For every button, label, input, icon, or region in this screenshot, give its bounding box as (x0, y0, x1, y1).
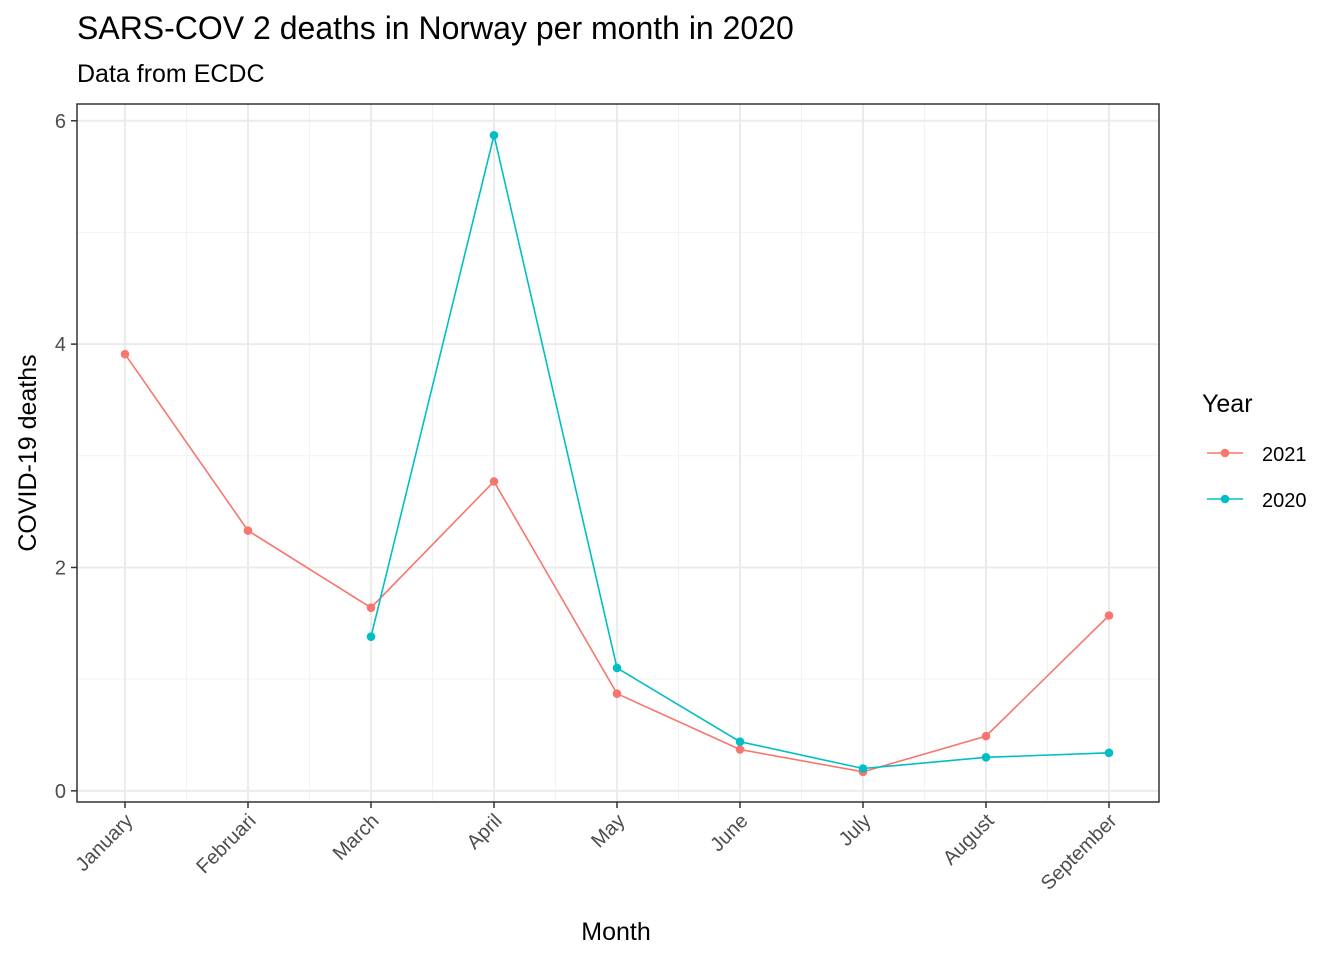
data-point-2021 (735, 745, 745, 754)
x-axis: January Februari March April May June July Augu… (72, 802, 1122, 895)
chart-title: SARS-COV 2 deaths in Norway per month in… (77, 10, 794, 46)
x-tick-label: July (835, 810, 876, 851)
data-point-2020 (735, 737, 745, 746)
data-point-2020 (489, 130, 499, 140)
data-point-2021 (612, 689, 622, 698)
y-tick-label: 6 (55, 111, 66, 133)
y-axis: 0 2 4 6 (55, 111, 77, 803)
data-point-2020 (858, 764, 868, 773)
data-point-2021 (243, 526, 253, 535)
data-point-2021 (120, 349, 130, 359)
data-point-2021 (981, 731, 991, 741)
legend: Year 2021 2020 (1202, 390, 1307, 512)
grid-major (77, 104, 1159, 802)
x-tick-label: August (939, 810, 999, 870)
y-tick-label: 2 (55, 557, 66, 579)
data-point-2020 (612, 663, 622, 673)
x-tick-label: Februari (192, 810, 260, 878)
plot-panel-border (76, 103, 1160, 803)
x-tick-label: January (72, 810, 138, 876)
data-point-2021 (489, 477, 499, 486)
x-tick-label: April (463, 810, 507, 854)
data-point-2020 (981, 753, 991, 762)
chart-subtitle: Data from ECDC (77, 60, 265, 88)
legend-label: 2020 (1262, 490, 1307, 512)
data-point-2021 (366, 603, 376, 612)
legend-title: Year (1202, 390, 1253, 418)
legend-key-point (1220, 494, 1230, 504)
series-layer (120, 130, 1114, 777)
data-point-2020 (366, 632, 376, 642)
y-tick-label: 4 (55, 334, 66, 356)
x-axis-label: Month (581, 918, 650, 946)
data-point-2021 (1104, 611, 1114, 620)
x-tick-label: September (1037, 810, 1122, 895)
legend-label: 2021 (1262, 444, 1307, 466)
data-point-2020 (1104, 748, 1114, 758)
y-tick-label: 0 (55, 781, 66, 803)
x-tick-label: May (587, 810, 629, 852)
x-tick-label: June (706, 810, 752, 856)
x-tick-label: March (329, 810, 384, 865)
y-axis-label: COVID-19 deaths (14, 354, 42, 551)
legend-key-point (1220, 448, 1230, 458)
